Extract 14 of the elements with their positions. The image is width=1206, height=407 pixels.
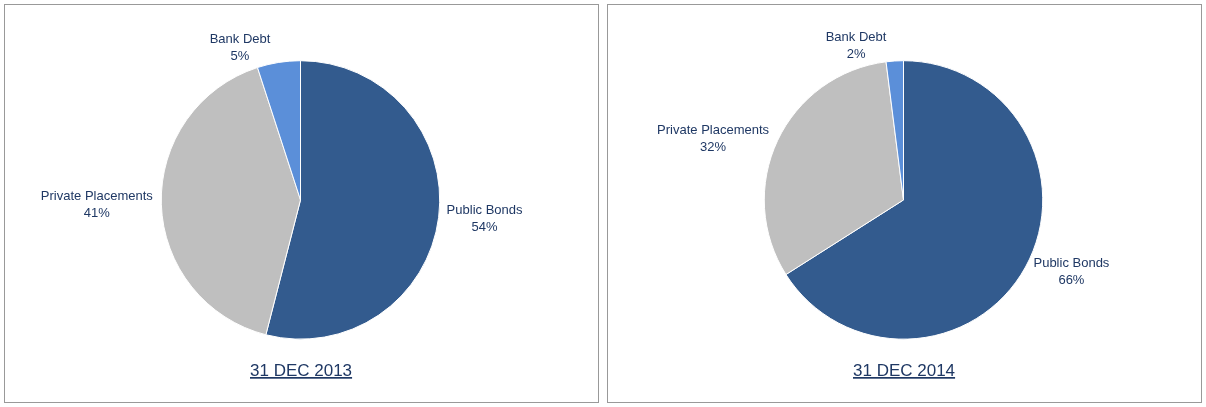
data-label: 41% xyxy=(83,205,111,221)
data-label: 32% xyxy=(700,138,727,154)
data-label: 5% xyxy=(230,47,250,63)
data-label: 2% xyxy=(846,46,866,62)
slice-label: Private Placements xyxy=(657,121,770,137)
text: 31 DEC 2013 xyxy=(250,361,353,380)
slice-label: Public Bonds xyxy=(1033,254,1110,270)
slice-label: Bank Debt xyxy=(825,29,887,45)
data-label: 54% xyxy=(471,218,498,234)
data-label: 66% xyxy=(1058,271,1085,287)
text: 31 DEC 2014 xyxy=(853,361,956,380)
slice-label: Bank Debt xyxy=(209,30,271,46)
slice-label: Private Placements xyxy=(40,188,154,204)
slice-label: Public Bonds xyxy=(446,201,523,217)
